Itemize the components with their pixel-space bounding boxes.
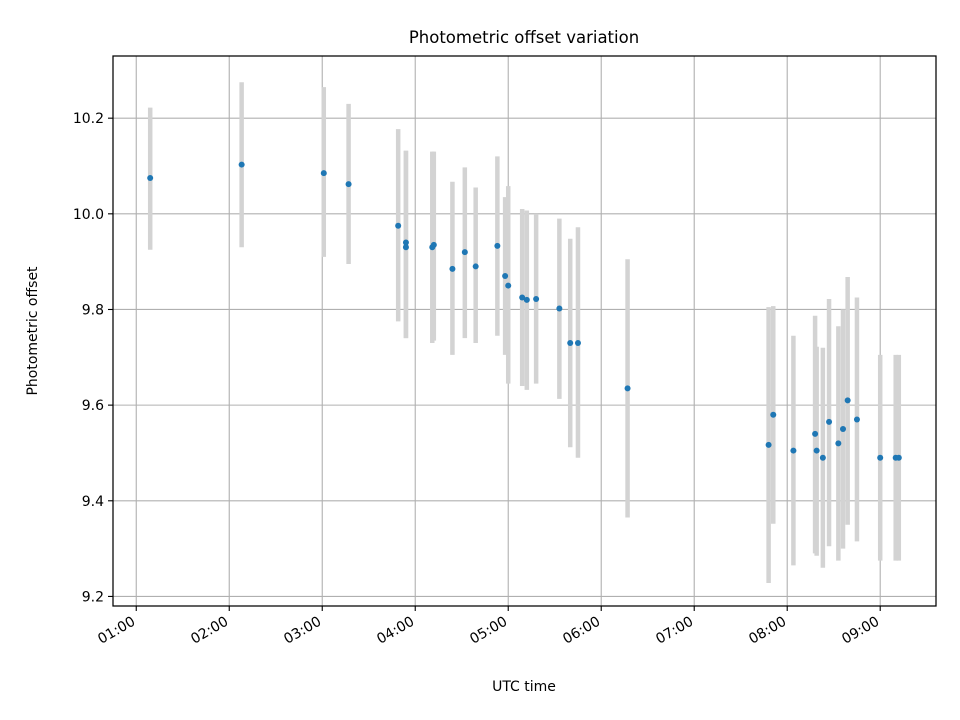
data-point [770,411,777,418]
data-point [519,294,526,301]
data-point [765,441,772,448]
data-point [574,339,581,346]
data-point [449,265,456,272]
data-point [320,170,327,177]
data-point [402,239,409,246]
data-point [147,174,154,181]
data-point [472,263,479,270]
y-tick-label: 9.4 [82,494,104,510]
y-axis: 9.2 9.4 9.6 9.8 10.0 10.2 [73,111,113,605]
data-point [494,242,501,249]
data-point [624,385,631,392]
data-point [567,339,574,346]
y-tick-label: 9.8 [82,302,104,318]
data-point [844,397,851,404]
data-point [502,273,509,279]
data-point [461,249,468,256]
chart-title: Photometric offset variation [409,28,639,47]
data-point [826,418,833,425]
data-point [877,454,884,461]
data-point [895,454,902,461]
x-axis-label: UTC time [492,679,556,695]
y-axis-label: Photometric offset [25,266,41,396]
y-tick-label: 9.2 [82,589,104,605]
plot-frame [112,55,937,607]
data-point [812,430,819,437]
data-point [345,181,352,188]
data-point [790,447,797,454]
data-point [533,295,540,302]
data-point [819,454,826,461]
y-tick-label: 9.6 [82,398,104,414]
data-point [430,241,437,248]
data-point [853,416,860,423]
data-point [813,447,820,454]
data-point [840,426,847,433]
y-tick-label: 10.2 [73,111,104,127]
data-point [238,161,245,168]
data-points [147,161,902,461]
data-point [556,305,563,312]
data-point [835,440,842,447]
data-point [523,296,530,303]
y-tick-label: 10.0 [73,207,104,223]
data-point [505,282,512,289]
data-point [395,222,402,229]
data-point [402,244,409,251]
